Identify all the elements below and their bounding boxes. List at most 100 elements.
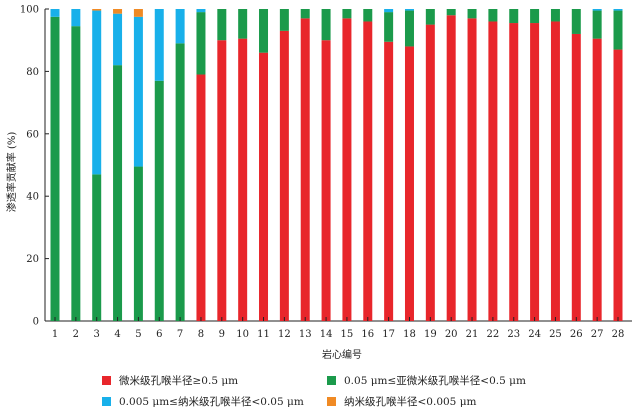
- bar-segment-3-series-4: [92, 9, 102, 11]
- bar-segment-11-series-2: [259, 9, 269, 53]
- bar-segment-2-series-2: [71, 26, 81, 321]
- x-tick-label: 7: [177, 329, 183, 340]
- bar-segment-6-series-3: [154, 9, 164, 81]
- x-tick-label: 6: [156, 329, 162, 340]
- bar-segment-9-series-2: [217, 9, 227, 41]
- chart-axes: [44, 9, 632, 322]
- x-tick-label: 21: [466, 329, 479, 340]
- bar-segment-25-series-2: [550, 9, 560, 22]
- legend-item-micro: 微米级孔喉半径≥0.5 μm: [102, 373, 238, 388]
- bar-segment-28-series-1: [613, 49, 623, 322]
- bar-segment-23-series-1: [509, 23, 519, 321]
- y-tick-label: 0: [33, 317, 39, 328]
- x-tick-label: 19: [424, 329, 437, 340]
- bar-segment-9-series-1: [217, 40, 227, 321]
- x-tick-label: 27: [591, 329, 604, 340]
- y-tick-label: 100: [20, 5, 39, 16]
- bar-segment-4-series-2: [113, 65, 123, 321]
- x-axis-title: 岩心编号: [322, 348, 362, 361]
- bar-segment-12-series-2: [279, 9, 289, 31]
- bar-segment-18-series-3: [404, 9, 414, 11]
- x-tick-label: 28: [612, 329, 625, 340]
- x-tick-label: 26: [570, 329, 583, 340]
- bar-segment-4-series-4: [113, 9, 123, 14]
- x-tick-label: 15: [341, 329, 354, 340]
- legend-swatch-fine-nano: [327, 397, 336, 406]
- chart-legend: 微米级孔喉半径≥0.5 μm 0.05 μm≤亚微米级孔喉半径<0.5 μm 0…: [0, 370, 640, 412]
- y-axis-title: 渗透率贡献率 (%): [5, 132, 18, 213]
- x-tick-label: 10: [236, 329, 249, 340]
- bar-segment-8-series-1: [196, 74, 206, 322]
- bar-segment-10-series-2: [238, 9, 248, 39]
- bar-segment-12-series-1: [279, 30, 289, 322]
- y-tick-label: 20: [26, 254, 39, 265]
- bar-segment-19-series-2: [425, 9, 435, 25]
- x-tick-label: 3: [94, 329, 100, 340]
- bar-segment-16-series-2: [363, 9, 373, 22]
- chart-bars: [50, 9, 623, 322]
- bar-segment-20-series-2: [446, 9, 456, 16]
- legend-swatch-submicro: [327, 376, 336, 385]
- x-tick-label: 23: [507, 329, 520, 340]
- bar-segment-7-series-3: [175, 9, 185, 44]
- legend-swatch-micro: [102, 376, 111, 385]
- bar-segment-1-series-3: [50, 9, 60, 17]
- x-tick-label: 9: [219, 329, 225, 340]
- bar-segment-7-series-2: [175, 43, 185, 321]
- bar-segment-27-series-3: [592, 9, 602, 11]
- x-tick-label: 16: [361, 329, 374, 340]
- bar-segment-21-series-2: [467, 9, 477, 19]
- y-tick-label: 60: [26, 129, 39, 140]
- bar-segment-18-series-1: [404, 46, 414, 321]
- bar-segment-15-series-1: [342, 18, 352, 322]
- bar-segment-22-series-1: [488, 21, 498, 321]
- bar-segment-17-series-1: [384, 41, 394, 321]
- legend-swatch-nano: [102, 397, 111, 406]
- y-tick-label: 40: [26, 192, 39, 203]
- x-tick-label: 17: [382, 329, 395, 340]
- bar-segment-5-series-3: [133, 16, 143, 167]
- bar-segment-8-series-3: [196, 9, 206, 13]
- x-tick-label: 14: [320, 329, 333, 340]
- legend-label-submicro: 0.05 μm≤亚微米级孔喉半径<0.5 μm: [344, 375, 526, 387]
- bar-segment-13-series-2: [300, 9, 310, 19]
- bar-segment-11-series-1: [259, 52, 269, 322]
- bar-segment-26-series-1: [571, 33, 581, 322]
- y-tick-label: 80: [26, 67, 39, 78]
- bar-segment-3-series-2: [92, 174, 102, 321]
- legend-label-micro: 微米级孔喉半径≥0.5 μm: [119, 375, 239, 387]
- bar-segment-14-series-1: [321, 40, 331, 321]
- x-tick-label: 8: [198, 329, 204, 340]
- bar-segment-17-series-2: [384, 12, 394, 42]
- bar-segment-14-series-2: [321, 9, 331, 41]
- bar-segment-3-series-3: [92, 10, 102, 175]
- bar-segment-22-series-2: [488, 9, 498, 22]
- x-tick-label: 13: [299, 329, 312, 340]
- legend-item-submicro: 0.05 μm≤亚微米级孔喉半径<0.5 μm: [327, 373, 526, 388]
- bar-segment-5-series-4: [133, 9, 143, 17]
- x-tick-label: 1: [52, 329, 58, 340]
- bar-segment-26-series-2: [571, 9, 581, 34]
- bar-segment-21-series-1: [467, 18, 477, 322]
- bar-segment-8-series-2: [196, 12, 206, 75]
- bar-segment-4-series-3: [113, 13, 123, 66]
- bar-segment-15-series-2: [342, 9, 352, 19]
- x-tick-label: 25: [549, 329, 562, 340]
- x-tick-label: 22: [487, 329, 500, 340]
- bar-segment-6-series-2: [154, 80, 164, 321]
- bar-segment-1-series-2: [50, 16, 60, 322]
- legend-item-nano: 0.005 μm≤纳米级孔喉半径<0.05 μm: [102, 394, 304, 409]
- legend-item-fine-nano: 纳米级孔喉半径<0.005 μm: [327, 394, 476, 409]
- bar-segment-18-series-2: [404, 10, 414, 47]
- bar-segment-5-series-2: [133, 166, 143, 321]
- x-tick-label: 5: [135, 329, 141, 340]
- bar-segment-28-series-2: [613, 10, 623, 50]
- x-tick-label: 12: [278, 329, 291, 340]
- legend-label-nano: 0.005 μm≤纳米级孔喉半径<0.05 μm: [119, 396, 304, 408]
- bar-segment-24-series-1: [530, 23, 540, 321]
- bar-segment-17-series-3: [384, 9, 394, 13]
- bar-segment-20-series-1: [446, 15, 456, 322]
- x-tick-label: 11: [257, 329, 270, 340]
